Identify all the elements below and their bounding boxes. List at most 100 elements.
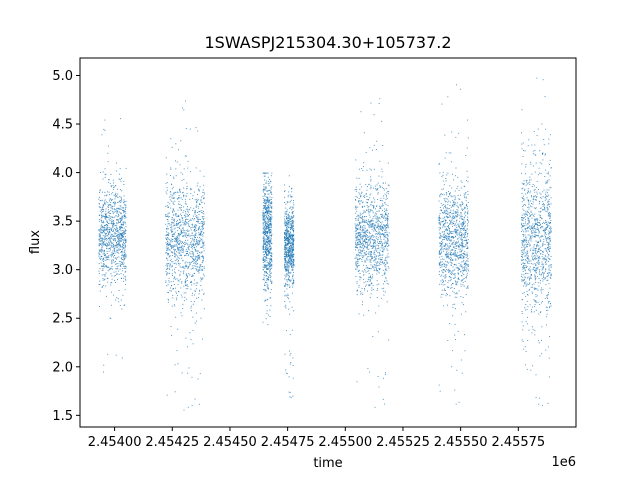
data-point xyxy=(103,263,105,264)
data-point xyxy=(373,206,375,208)
data-point xyxy=(291,234,293,236)
data-point xyxy=(367,244,369,246)
data-point xyxy=(287,269,289,271)
data-point xyxy=(448,233,449,235)
data-point xyxy=(449,233,450,235)
data-point xyxy=(382,230,383,231)
data-point xyxy=(355,205,357,207)
data-point xyxy=(101,211,103,213)
data-point xyxy=(124,223,126,225)
data-point xyxy=(285,231,287,233)
data-point xyxy=(287,255,289,257)
data-point xyxy=(186,192,188,194)
data-point xyxy=(364,270,366,272)
data-point xyxy=(285,270,287,272)
data-point xyxy=(367,267,369,269)
data-point xyxy=(184,244,186,246)
data-point xyxy=(457,330,459,332)
data-point xyxy=(443,275,445,277)
data-point xyxy=(443,194,445,196)
data-point xyxy=(387,225,389,227)
data-point xyxy=(387,262,389,264)
data-point xyxy=(270,272,272,274)
data-point xyxy=(110,241,112,243)
data-point xyxy=(190,250,192,252)
data-point xyxy=(103,244,105,246)
data-point xyxy=(383,287,385,289)
data-point xyxy=(284,237,285,239)
data-point xyxy=(174,272,176,274)
data-point xyxy=(113,244,114,245)
data-point xyxy=(451,218,453,220)
data-point xyxy=(448,286,450,288)
data-point xyxy=(171,231,173,233)
data-point xyxy=(178,264,180,266)
data-point xyxy=(113,248,115,250)
data-point xyxy=(367,367,369,369)
data-point xyxy=(269,244,271,246)
data-point xyxy=(270,256,272,257)
data-point xyxy=(183,409,185,411)
data-point xyxy=(375,237,377,239)
data-point xyxy=(203,250,205,252)
data-point xyxy=(186,275,187,277)
data-point xyxy=(373,207,375,209)
data-point xyxy=(125,256,127,258)
data-point xyxy=(354,230,356,232)
data-point xyxy=(388,185,390,187)
data-point xyxy=(112,225,114,227)
data-point xyxy=(388,245,390,247)
data-point xyxy=(359,257,361,259)
data-point xyxy=(190,280,192,282)
data-point xyxy=(384,245,386,247)
data-point xyxy=(104,232,106,234)
data-point xyxy=(385,259,387,261)
data-point xyxy=(386,218,388,219)
data-point xyxy=(387,193,389,195)
data-point xyxy=(201,277,203,279)
data-point xyxy=(263,188,265,190)
data-point xyxy=(267,324,269,326)
data-point xyxy=(264,194,266,196)
data-point xyxy=(198,189,200,191)
data-point xyxy=(370,277,372,279)
data-point xyxy=(376,233,378,234)
data-point xyxy=(194,218,195,219)
data-point xyxy=(466,259,468,261)
data-point xyxy=(292,219,294,221)
data-point xyxy=(196,241,198,243)
data-point xyxy=(173,248,175,250)
data-point xyxy=(442,269,444,271)
data-point xyxy=(263,246,265,248)
data-point xyxy=(462,241,464,243)
data-point xyxy=(388,213,389,215)
data-point xyxy=(265,264,267,266)
data-point xyxy=(264,226,266,228)
data-point xyxy=(355,206,357,208)
data-point xyxy=(284,239,286,241)
data-point xyxy=(375,221,377,223)
data-point xyxy=(199,269,201,271)
data-point xyxy=(356,225,358,227)
data-point xyxy=(439,262,441,264)
data-point xyxy=(101,274,103,276)
data-point xyxy=(112,253,114,255)
data-point xyxy=(196,201,198,203)
data-point xyxy=(443,188,444,190)
data-point xyxy=(101,216,103,218)
data-point xyxy=(180,248,182,250)
data-point xyxy=(103,231,104,232)
data-point xyxy=(264,254,265,256)
data-point xyxy=(355,244,357,246)
data-point xyxy=(443,265,445,267)
data-point xyxy=(201,225,203,227)
data-point xyxy=(172,252,174,254)
data-point xyxy=(267,241,269,243)
data-point xyxy=(291,250,293,252)
data-point xyxy=(182,211,184,213)
data-point xyxy=(193,254,194,256)
data-point xyxy=(376,262,378,263)
data-point xyxy=(166,193,168,195)
data-point xyxy=(356,189,358,191)
data-point xyxy=(178,200,180,202)
